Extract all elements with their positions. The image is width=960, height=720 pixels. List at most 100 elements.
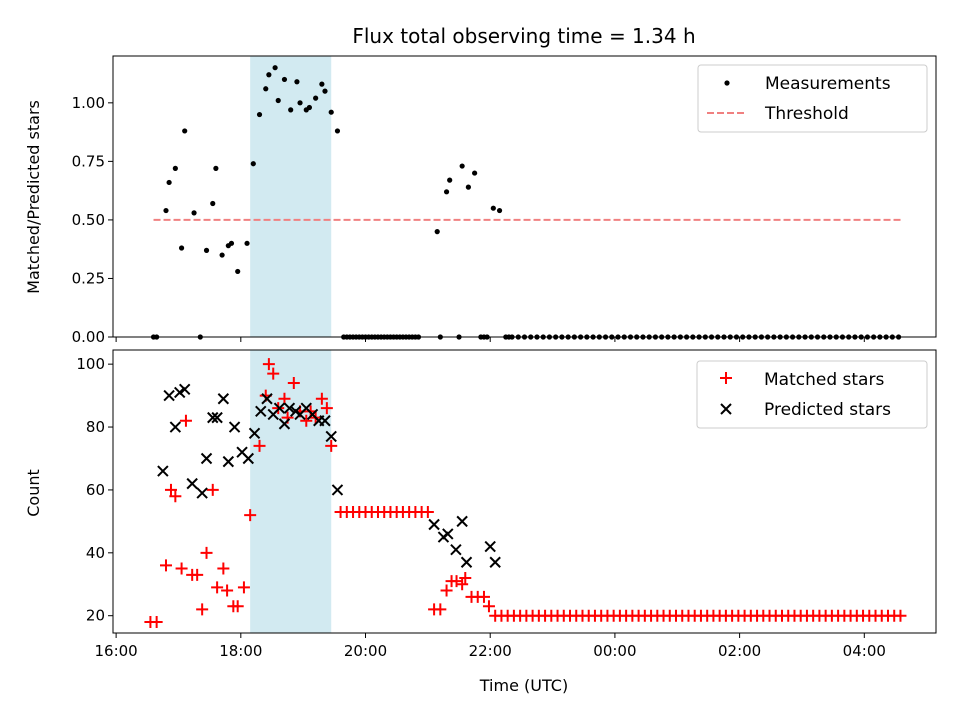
top-plot-area: 0.00 0.25 0.50 0.75 1.00 xyxy=(72,55,937,346)
legend-label-measurements: Measurements xyxy=(765,74,891,94)
measurement-point xyxy=(334,128,341,134)
measurement-point xyxy=(465,184,471,190)
matched-star-point xyxy=(434,603,447,616)
matched-star-point xyxy=(459,571,472,584)
top-y-axis-label: Matched/Predicted stars xyxy=(24,100,43,294)
matched-star-point xyxy=(440,584,453,597)
top-y-tick-label: 0.75 xyxy=(72,152,105,170)
legend-label-matched: Matched stars xyxy=(764,370,884,390)
measurement-point xyxy=(219,252,225,258)
measurement-point xyxy=(166,179,172,186)
matched-star-point xyxy=(253,439,266,452)
top-y-tick-label: 1.00 xyxy=(72,94,105,112)
matched-star-point xyxy=(477,590,490,603)
measurement-point xyxy=(496,207,503,214)
predicted-star-point xyxy=(163,389,175,402)
predicted-star-point xyxy=(169,421,182,433)
matched-star-point xyxy=(164,483,177,496)
bottom-legend-box xyxy=(696,360,928,429)
measurement-point xyxy=(275,97,281,104)
matched-star-point xyxy=(175,562,188,575)
bottom-x-tick-label: 04:00 xyxy=(843,642,886,660)
predicted-star-point xyxy=(450,543,462,556)
top-highlight-span xyxy=(250,56,332,337)
predicted-star-point xyxy=(222,455,235,468)
measurement-point xyxy=(263,86,269,92)
top-y-tick-label: 0.00 xyxy=(72,328,105,346)
measurement-point xyxy=(163,207,169,214)
predicted-star-point xyxy=(228,421,241,433)
measurement-point xyxy=(313,95,319,101)
matched-star-point xyxy=(300,414,313,427)
legend-marker-matched xyxy=(720,372,732,384)
measurement-point xyxy=(191,210,197,216)
predicted-star-point xyxy=(255,405,267,418)
bottom-x-tick-label: 22:00 xyxy=(469,642,512,660)
top-y-tick-label: 0.50 xyxy=(72,211,105,229)
matched-star-point xyxy=(150,615,163,628)
predicted-star-point xyxy=(325,430,337,443)
matched-star-point xyxy=(482,600,495,613)
measurement-point xyxy=(459,163,465,169)
top-panel: 0.00 0.25 0.50 0.75 1.00 Matched/Predicted s… xyxy=(24,55,937,346)
matched-star-point xyxy=(456,578,469,591)
matched-star-point xyxy=(325,439,338,452)
measurement-point xyxy=(281,76,288,83)
predicted-star-point xyxy=(331,484,344,496)
predicted-star-point xyxy=(157,465,169,477)
bottom-x-tick-label: 16:00 xyxy=(95,642,138,660)
matched-star-point xyxy=(267,367,280,380)
matched-star-point xyxy=(191,568,204,581)
bottom-axes-frame xyxy=(112,349,937,634)
bottom-x-tick-label: 02:00 xyxy=(718,642,761,660)
predicted-star-point xyxy=(248,427,261,440)
matched-star-point xyxy=(211,581,224,594)
measurement-point xyxy=(228,240,235,246)
legend-label-threshold: Threshold xyxy=(764,104,849,124)
matched-star-point xyxy=(206,483,219,496)
predicted-star-point xyxy=(489,556,501,568)
measurement-point xyxy=(490,205,496,211)
matched-star-point xyxy=(278,392,291,405)
matched-star-point xyxy=(200,546,213,559)
measurement-point xyxy=(178,245,185,251)
predicted-star-point xyxy=(484,540,496,553)
measurement-point xyxy=(288,107,294,113)
matched-star-point xyxy=(894,609,907,622)
measurement-point xyxy=(182,128,188,134)
bottom-y-tick-label: 20 xyxy=(86,607,105,625)
bottom-y-axis-label: Count xyxy=(24,469,43,517)
bottom-highlight-span xyxy=(250,350,332,633)
measurement-point xyxy=(472,170,478,176)
measurement-point xyxy=(244,240,250,246)
predicted-star-point xyxy=(283,402,296,414)
legend-marker-predicted xyxy=(720,403,732,415)
legend-label-predicted: Predicted stars xyxy=(764,400,891,420)
measurement-point xyxy=(272,65,278,71)
matched-star-point xyxy=(237,581,250,594)
measurement-point xyxy=(319,81,325,87)
measurement-point xyxy=(443,189,450,195)
predicted-star-point xyxy=(242,452,255,465)
matched-star-point xyxy=(315,392,328,405)
matched-star-point xyxy=(287,377,300,390)
predicted-star-point xyxy=(460,556,473,568)
matched-star-point xyxy=(159,559,172,572)
matched-star-point xyxy=(231,600,244,613)
matched-star-point xyxy=(179,414,192,427)
measurement-point xyxy=(266,72,272,78)
x-axis-label: Time (UTC) xyxy=(479,676,568,695)
legend-marker-measurements xyxy=(724,80,730,86)
measurement-point xyxy=(447,177,453,183)
measurement-point xyxy=(235,268,241,275)
matched-star-point xyxy=(421,505,434,518)
predicted-star-point xyxy=(178,383,191,396)
top-y-tick-label: 0.25 xyxy=(72,269,105,287)
predicted-star-point xyxy=(200,452,213,465)
chart-title: Flux total observing time = 1.34 h xyxy=(352,24,695,48)
measurement-point xyxy=(256,111,263,118)
predicted-star-point xyxy=(211,411,223,424)
bottom-x-tick-label: 18:00 xyxy=(219,642,262,660)
bottom-y-tick-label: 100 xyxy=(76,355,105,373)
predicted-star-point xyxy=(174,386,186,399)
